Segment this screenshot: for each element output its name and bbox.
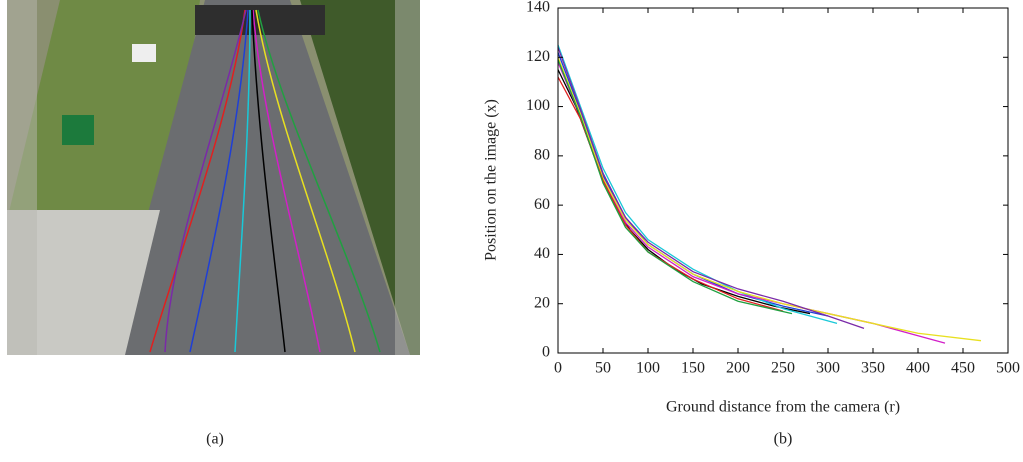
x-tick-label: 0 xyxy=(554,360,562,377)
road-sign xyxy=(62,115,94,145)
billboard xyxy=(132,44,156,62)
x-tick-label: 350 xyxy=(861,360,885,377)
y-tick-label: 60 xyxy=(534,196,550,213)
caption: (b) xyxy=(774,431,793,448)
y-tick-label: 0 xyxy=(542,344,550,361)
series-line xyxy=(557,76,784,312)
y-axis-label: Position on the image (x) xyxy=(483,99,500,261)
x-tick-label: 100 xyxy=(636,360,660,377)
y-tick-label: 100 xyxy=(526,97,550,114)
y-tick-label: 40 xyxy=(534,245,550,262)
x-tick-label: 50 xyxy=(595,360,611,377)
plot: 0 50 100 150 200 250 300 350 400 450 500 0 20 40 60 80 1… xyxy=(526,0,1020,377)
road xyxy=(110,0,410,355)
x-tick-label: 450 xyxy=(951,360,975,377)
y-tick-label: 20 xyxy=(534,294,550,311)
x-tick-label: 500 xyxy=(996,360,1020,377)
y-tick-label: 120 xyxy=(526,48,550,65)
y-tick-label: 140 xyxy=(526,0,550,16)
crossing xyxy=(7,210,160,355)
trajectories xyxy=(149,9,381,353)
trees-right xyxy=(300,0,420,355)
x-tick-label: 400 xyxy=(906,360,930,377)
fence-post xyxy=(7,0,37,355)
fence-post xyxy=(395,0,420,355)
x-tick-label: 150 xyxy=(681,360,705,377)
x-tick-label: 300 xyxy=(816,360,840,377)
series-line xyxy=(557,47,865,329)
series-line xyxy=(557,69,811,315)
x-tick-label: 250 xyxy=(771,360,795,377)
x-tick-label: 200 xyxy=(726,360,750,377)
y-tick-label: 80 xyxy=(534,147,550,164)
series-line xyxy=(557,59,793,315)
x-axis-label: Ground distance from the camera (r) xyxy=(666,399,900,416)
series-line xyxy=(557,44,838,325)
series-line xyxy=(557,57,982,342)
road-photo xyxy=(7,0,420,355)
caption: (a) xyxy=(206,431,224,448)
